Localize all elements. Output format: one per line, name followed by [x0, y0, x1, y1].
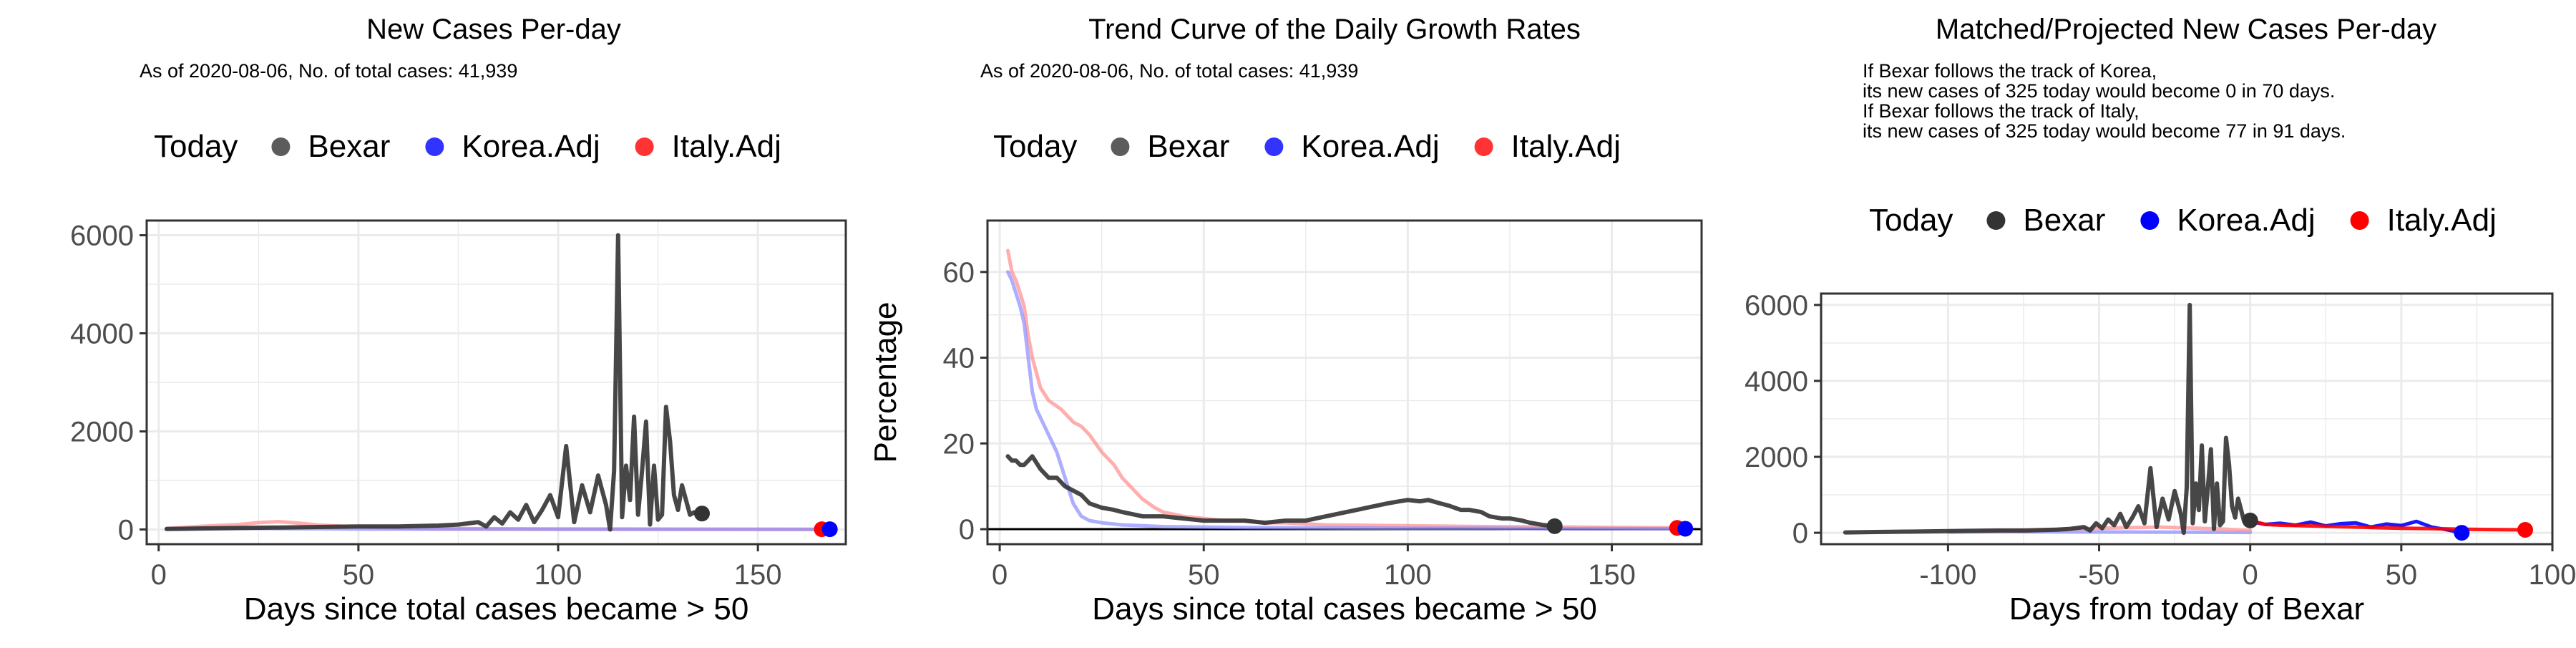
x-axis-label: Days since total cases became > 50: [244, 591, 749, 627]
legend: Today Bexar Korea.Adj Italy.Adj: [1869, 203, 2497, 238]
x-tick-label: 50: [1188, 559, 1220, 591]
chart-2: Trend Curve of the Daily Growth Rates As …: [868, 14, 1703, 627]
x-tick-label: 100: [1384, 559, 1432, 591]
today-point-korea-adj: [1677, 521, 1694, 537]
chart-3: Matched/Projected New Cases Per-day If Be…: [1745, 14, 2576, 627]
legend-marker-korea-adj: [1264, 137, 1284, 156]
x-tick-label: 150: [734, 559, 782, 591]
legend-marker-italy-adj: [1474, 137, 1493, 156]
legend-marker-korea-adj: [2140, 211, 2160, 230]
y-tick-label: 2000: [70, 416, 134, 448]
legend-label: Italy.Adj: [672, 129, 781, 164]
y-tick-label: 6000: [1745, 290, 1808, 321]
x-tick-label: 50: [2386, 559, 2418, 591]
y-tick-label: 0: [118, 514, 134, 546]
y-tick-label: 2000: [1745, 442, 1808, 473]
today-point-korea-adj: [2454, 525, 2470, 541]
x-axis-label: Days from today of Bexar: [2009, 591, 2364, 627]
series-line-italy-adj: [2248, 518, 2527, 532]
x-tick-label: 50: [343, 559, 375, 591]
annotation-line: If Bexar follows the track of Korea,: [1863, 60, 2157, 82]
y-tick-label: 20: [943, 428, 975, 460]
y-tick-label: 40: [943, 343, 975, 374]
y-tick-label: 6000: [70, 221, 134, 252]
series-line-korea-adj: [1006, 270, 1687, 531]
legend-label: Korea.Adj: [2177, 203, 2315, 238]
axes: 0 50 100 150 0 2000 4000 6000: [70, 221, 782, 591]
legend-marker-italy-adj: [635, 137, 654, 156]
legend-label: Bexar: [2023, 203, 2105, 238]
series-line-bexar: [164, 233, 704, 532]
axes: 0 50 100 150 0 20 40 60: [943, 257, 1636, 591]
series-group: [1005, 248, 1687, 531]
y-tick-label: 4000: [70, 319, 134, 350]
x-tick-label: 100: [535, 559, 582, 591]
chart-subtitle: As of 2020-08-06, No. of total cases: 41…: [140, 60, 517, 82]
legend: Today Bexar Korea.Adj Italy.Adj: [154, 129, 781, 164]
legend-marker-italy-adj: [2350, 211, 2369, 230]
x-axis-label: Days since total cases became > 50: [1092, 591, 1597, 627]
series-line-bexar: [1843, 302, 2253, 536]
annotation-line: If Bexar follows the track of Italy,: [1863, 100, 2140, 122]
legend-marker-bexar: [1986, 211, 2006, 230]
chart-1: New Cases Per-day As of 2020-08-06, No. o…: [70, 14, 847, 627]
chart-title: New Cases Per-day: [366, 14, 621, 45]
series-group: [1843, 302, 2527, 536]
today-point-korea-adj: [821, 521, 838, 538]
chart-subtitle: As of 2020-08-06, No. of total cases: 41…: [980, 60, 1358, 82]
legend-label: Korea.Adj: [462, 129, 600, 164]
x-tick-label: 150: [1588, 559, 1636, 591]
plot-panel: [987, 221, 1702, 544]
y-tick-label: 4000: [1745, 366, 1808, 397]
x-tick-label: -100: [1919, 559, 1976, 591]
x-tick-label: 0: [992, 559, 1008, 591]
y-tick-label: 0: [1792, 518, 1808, 549]
legend: Today Bexar Korea.Adj Italy.Adj: [993, 129, 1621, 164]
today-point-bexar: [694, 506, 711, 522]
y-axis-label: Percentage: [868, 301, 903, 463]
axes: -100 -50 0 50 100 0 2000 4000 6000: [1745, 290, 2576, 591]
legend-title: Today: [993, 129, 1077, 164]
x-tick-label: 0: [2243, 559, 2258, 591]
x-tick-label: -50: [2079, 559, 2120, 591]
today-point-italy-adj: [2517, 522, 2533, 538]
legend-marker-bexar: [1111, 137, 1130, 156]
panel-border: [1820, 292, 2554, 546]
legend-marker-korea-adj: [425, 137, 444, 156]
y-tick-label: 60: [943, 257, 975, 289]
legend-marker-bexar: [271, 137, 291, 156]
chart-title: Trend Curve of the Daily Growth Rates: [1088, 14, 1581, 45]
legend-label: Bexar: [1147, 129, 1229, 164]
x-tick-label: 100: [2529, 559, 2576, 591]
legend-title: Today: [154, 129, 238, 164]
series-line-bexar: [1005, 454, 1557, 528]
y-tick-label: 0: [959, 514, 975, 546]
today-point-bexar: [1546, 518, 1563, 534]
series-group: [164, 233, 832, 532]
x-tick-label: 0: [151, 559, 167, 591]
legend-label: Korea.Adj: [1301, 129, 1439, 164]
panel-border: [986, 219, 1703, 546]
legend-label: Italy.Adj: [2387, 203, 2497, 238]
legend-title: Today: [1869, 203, 1953, 238]
legend-label: Italy.Adj: [1511, 129, 1621, 164]
legend-label: Bexar: [308, 129, 390, 164]
panel-border: [145, 219, 847, 546]
annotation-line: its new cases of 325 today would become …: [1863, 80, 2335, 102]
today-point-bexar: [2242, 512, 2258, 528]
annotation-line: its new cases of 325 today would become …: [1863, 120, 2346, 142]
chart-title: Matched/Projected New Cases Per-day: [1936, 14, 2436, 45]
